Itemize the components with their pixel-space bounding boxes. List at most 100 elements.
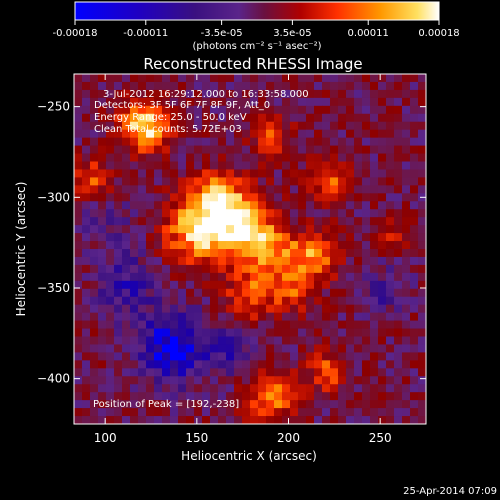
- heatmap-cell: [394, 129, 403, 139]
- heatmap-cell: [106, 280, 115, 290]
- heatmap-cell: [98, 264, 107, 274]
- heatmap-cell: [274, 137, 283, 146]
- heatmap-cell: [210, 304, 219, 314]
- heatmap-cell: [154, 233, 163, 242]
- heatmap-cell: [138, 89, 147, 99]
- heatmap-cell: [90, 201, 99, 210]
- heatmap-cell: [306, 241, 315, 250]
- heatmap-cell: [130, 145, 139, 154]
- heatmap-cell: [258, 233, 267, 242]
- heatmap-cell: [98, 129, 107, 139]
- heatmap-cell: [354, 241, 363, 250]
- heatmap-cell: [306, 376, 315, 385]
- heatmap-cell: [226, 185, 235, 194]
- heatmap-cell: [162, 280, 171, 290]
- heatmap-cell: [210, 320, 219, 329]
- heatmap-cell: [122, 209, 131, 218]
- heatmap-cell: [250, 344, 259, 353]
- heatmap-cell: [330, 129, 339, 139]
- heatmap-cell: [138, 113, 147, 123]
- heatmap-cell: [242, 81, 251, 91]
- heatmap-cell: [362, 320, 371, 329]
- heatmap-cell: [186, 400, 195, 409]
- heatmap-image: [74, 74, 427, 425]
- heatmap-cell: [170, 384, 179, 393]
- heatmap-cell: [210, 169, 219, 178]
- heatmap-cell: [314, 328, 323, 337]
- annotation-total-counts: Clean Total counts: 5.72E+03: [94, 124, 242, 135]
- heatmap-cell: [266, 249, 275, 258]
- heatmap-cell: [282, 328, 291, 337]
- heatmap-cell: [362, 241, 371, 250]
- heatmap-cell: [186, 153, 195, 162]
- heatmap-cell: [298, 352, 307, 361]
- heatmap-cell: [418, 121, 427, 131]
- heatmap-cell: [378, 137, 387, 146]
- annotation-time-range: 3-Jul-2012 16:29:12.000 to 16:33:58.000: [103, 89, 309, 100]
- heatmap-cell: [218, 209, 227, 218]
- heatmap-cell: [290, 169, 299, 178]
- heatmap-cell: [154, 368, 163, 377]
- heatmap-cell: [410, 137, 419, 146]
- heatmap-cell: [314, 256, 323, 266]
- heatmap-cell: [98, 121, 107, 131]
- heatmap-cell: [90, 185, 99, 194]
- heatmap-cell: [74, 352, 83, 361]
- heatmap-cell: [298, 288, 307, 298]
- heatmap-cell: [258, 153, 267, 162]
- heatmap-cell: [378, 264, 387, 274]
- heatmap-cell: [402, 153, 411, 162]
- heatmap-cell: [346, 280, 355, 290]
- heatmap-cell: [106, 392, 115, 401]
- heatmap-cell: [114, 336, 123, 345]
- heatmap-cell: [306, 336, 315, 345]
- heatmap-cell: [410, 97, 419, 107]
- heatmap-cell: [362, 376, 371, 385]
- heatmap-cell: [194, 352, 203, 361]
- heatmap-cell: [90, 288, 99, 298]
- heatmap-cell: [202, 177, 211, 186]
- heatmap-cell: [394, 177, 403, 186]
- heatmap-cell: [282, 352, 291, 361]
- heatmap-cell: [274, 344, 283, 353]
- heatmap-cell: [274, 320, 283, 329]
- heatmap-cell: [306, 384, 315, 393]
- heatmap-cell: [290, 113, 299, 123]
- heatmap-cell: [306, 145, 315, 154]
- heatmap-cell: [162, 161, 171, 170]
- heatmap-cell: [418, 288, 427, 298]
- annotation-detectors: Detectors: 3F 5F 6F 7F 8F 9F, Att_0: [94, 100, 270, 111]
- heatmap-cell: [226, 209, 235, 218]
- heatmap-cell: [322, 392, 331, 401]
- heatmap-cell: [130, 416, 139, 425]
- heatmap-cell: [402, 217, 411, 226]
- colorbar: [74, 1, 440, 21]
- heatmap-cell: [266, 121, 275, 131]
- heatmap-cell: [138, 177, 147, 186]
- heatmap-cell: [234, 360, 243, 369]
- heatmap-cell: [130, 360, 139, 369]
- heatmap-cell: [138, 320, 147, 329]
- heatmap-cell: [114, 161, 123, 170]
- heatmap-cell: [138, 264, 147, 274]
- heatmap-cell: [322, 352, 331, 361]
- heatmap-cell: [314, 137, 323, 146]
- heatmap-cell: [234, 201, 243, 210]
- heatmap-cell: [306, 320, 315, 329]
- heatmap-cell: [418, 256, 427, 266]
- heatmap-cell: [138, 209, 147, 218]
- heatmap-cell: [234, 209, 243, 218]
- heatmap-cell: [298, 304, 307, 314]
- heatmap-cell: [258, 272, 267, 282]
- heatmap-cell: [194, 209, 203, 218]
- heatmap-cell: [266, 352, 275, 361]
- heatmap-cell: [194, 217, 203, 226]
- heatmap-cell: [274, 384, 283, 393]
- heatmap-cell: [154, 304, 163, 314]
- heatmap-cell: [90, 249, 99, 258]
- heatmap-cell: [354, 74, 363, 83]
- heatmap-cell: [114, 74, 123, 83]
- heatmap-cell: [394, 241, 403, 250]
- heatmap-cell: [402, 400, 411, 409]
- heatmap-cell: [354, 129, 363, 139]
